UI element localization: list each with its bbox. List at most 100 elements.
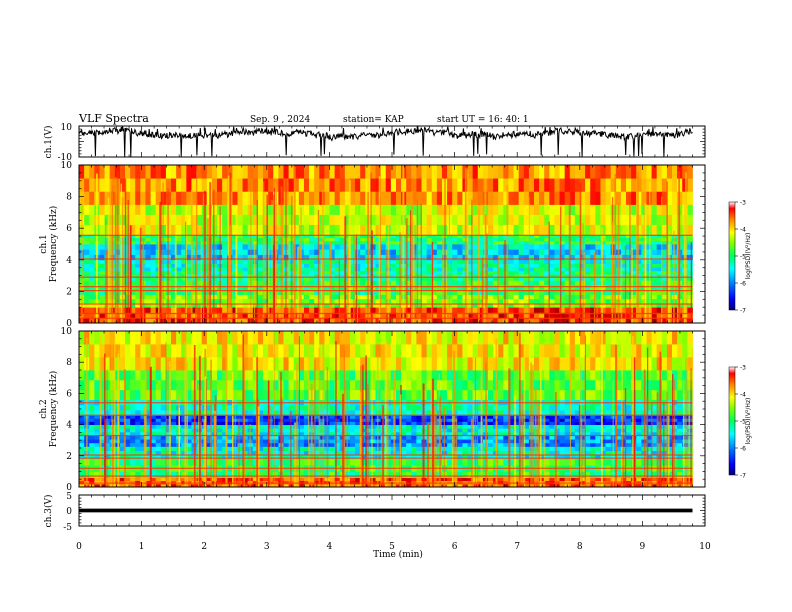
spectrogram-cell <box>487 191 494 205</box>
spectrogram-cell <box>211 263 218 268</box>
sferic-streak <box>109 179 112 323</box>
spectrogram-cell <box>421 214 428 225</box>
spectrogram-cell <box>150 442 157 447</box>
spectrogram-cell <box>390 302 397 308</box>
spectrogram-cell <box>186 483 192 488</box>
spectrogram-cell <box>646 224 652 235</box>
spectrogram-cell <box>626 234 632 239</box>
spectrogram-cell <box>585 277 591 281</box>
spectrogram-cell <box>375 298 382 304</box>
spectrogram-cell <box>564 312 571 319</box>
spectrogram-cell <box>436 244 443 250</box>
spectrogram-cell <box>503 165 509 179</box>
spectrogram-cell <box>84 274 90 278</box>
spectrogram-cell <box>191 294 197 300</box>
spectrogram-cell <box>590 237 596 242</box>
spectrogram-cell <box>150 428 157 433</box>
spectrogram-cell <box>314 389 320 401</box>
spectrogram-cell <box>211 249 218 255</box>
spectrogram-cell <box>217 435 223 440</box>
spectrogram-cell <box>119 389 126 401</box>
spectrogram-cell <box>319 446 325 451</box>
spectrogram-cell <box>395 259 402 264</box>
spectrogram-cell <box>303 274 310 278</box>
spectrogram-cell <box>646 294 652 300</box>
spectrogram-cell <box>150 331 157 345</box>
spectrogram-cell <box>150 234 157 239</box>
spectrogram-cell <box>79 178 85 192</box>
spectrogram-cell <box>615 165 622 179</box>
spectrogram-cell <box>436 307 443 313</box>
spectrogram-cell <box>268 224 274 235</box>
spectrogram-cell <box>176 214 182 225</box>
spectrogram-cell <box>523 214 530 225</box>
spectrogram-cell <box>84 298 90 304</box>
spectrogram-cell <box>135 421 141 425</box>
spectrogram-cell <box>171 421 177 425</box>
spectrogram-cell <box>564 270 571 275</box>
spectrogram-cell <box>257 237 264 242</box>
spectrogram-cell <box>191 178 197 192</box>
spectrogram-cell <box>380 280 387 286</box>
spectrogram-cell <box>242 267 249 272</box>
spectrogram-cell <box>585 274 591 278</box>
spectrogram-cell <box>257 307 264 313</box>
spectrogram-cell <box>145 439 151 444</box>
spectrogram-cell <box>585 312 591 319</box>
spectrogram-cell <box>416 277 422 281</box>
spectrogram-cell <box>130 267 136 272</box>
spectrogram-cell <box>150 454 157 460</box>
spectrogram-cell <box>232 249 238 255</box>
spectrogram-cell <box>273 404 279 411</box>
spectrogram-cell <box>94 471 100 479</box>
spectrogram-cell <box>334 317 341 324</box>
spectrogram-cell <box>298 450 305 456</box>
spectrogram-cell <box>595 298 601 304</box>
spectrogram-cell <box>283 450 290 456</box>
spectrogram-cell <box>232 263 238 268</box>
spectrogram-cell <box>656 254 663 261</box>
spectrogram-cell <box>646 254 652 261</box>
spectrogram-cell <box>528 234 535 239</box>
spectrogram-cell <box>452 249 458 255</box>
spectrogram-cell <box>487 277 494 281</box>
spectrogram-cell <box>150 424 157 429</box>
spectrogram-cell <box>661 302 668 308</box>
spectrogram-cell <box>196 289 203 295</box>
spectrogram-cell <box>227 165 233 179</box>
spectrogram-cell <box>150 280 157 286</box>
spectrogram-cell <box>165 298 172 304</box>
spectrogram-cell <box>303 254 310 261</box>
spectrogram-cell <box>421 277 428 281</box>
spectrogram-cell <box>222 274 228 278</box>
spectrogram-cell <box>503 312 509 319</box>
spectrogram-cell <box>513 165 520 179</box>
spectrogram-cell <box>89 312 95 319</box>
spectrogram-cell <box>84 317 90 324</box>
sferic-streak <box>356 205 358 323</box>
spectrogram-cell <box>533 302 540 308</box>
spectrogram-cell <box>298 428 305 433</box>
spectrogram-cell <box>130 454 136 460</box>
sferic-streak <box>129 225 132 323</box>
spectrogram-cell <box>329 285 336 291</box>
spectrogram-cell <box>375 317 382 324</box>
spectrogram-cell <box>539 280 545 286</box>
spectrogram-cell <box>380 224 387 235</box>
spectrogram-cell <box>160 370 167 381</box>
spectrogram-cell <box>324 298 330 304</box>
spectrogram-cell <box>334 289 341 295</box>
spectrogram-cell <box>334 285 341 291</box>
spectrogram-cell <box>636 240 642 245</box>
spectrogram-cell <box>585 263 591 268</box>
spectrogram-cell <box>334 224 341 235</box>
spectrogram-cell <box>533 277 540 281</box>
spectrogram-cell <box>452 259 458 264</box>
sferic-streak <box>593 252 596 323</box>
spectrogram-cell <box>508 317 514 324</box>
spectrogram-cell <box>201 178 208 192</box>
spectrogram-cell <box>646 298 652 304</box>
spectrogram-cell <box>181 237 187 242</box>
spectrogram-cell <box>125 424 131 429</box>
